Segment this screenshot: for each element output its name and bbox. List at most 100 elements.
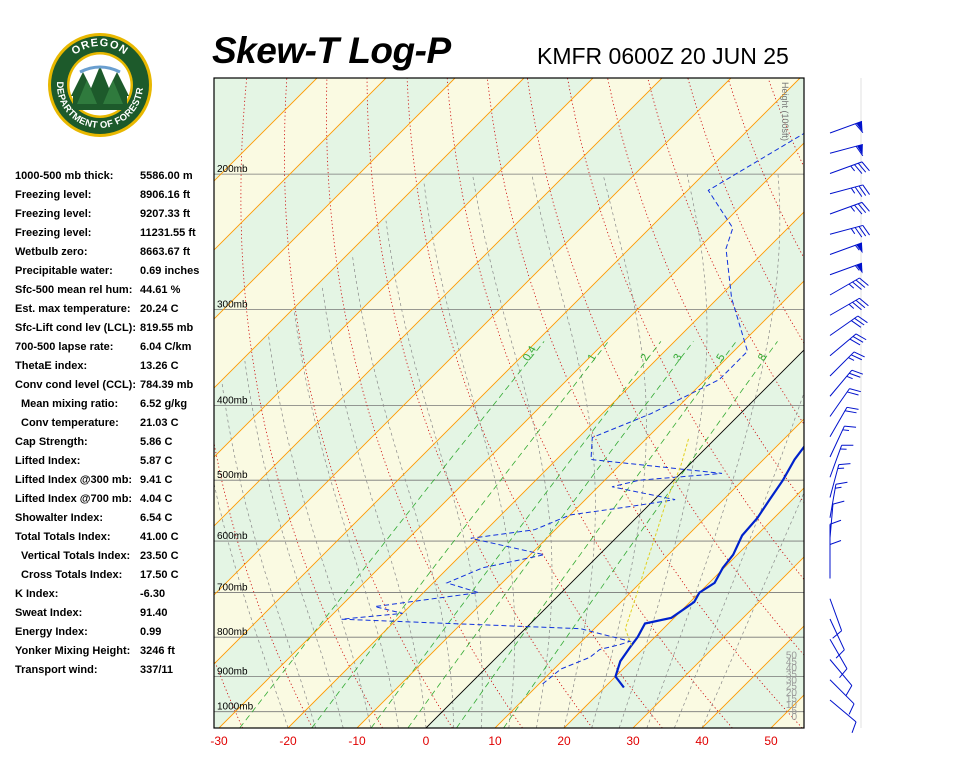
moist-adiabat-line (618, 174, 708, 728)
pressure-label: 600mb (217, 531, 248, 542)
dewpoint-line (341, 132, 804, 685)
index-value: 0.69 inches (140, 265, 200, 277)
index-row: Mean mixing ratio: 6.52 g/kg (15, 396, 210, 415)
wind-barb (829, 540, 842, 579)
x-tick-label: -30 (210, 734, 228, 748)
stability-indices-table: 1000-500 mb thick: 5586.00 m Freezing leve… (15, 168, 210, 681)
index-row: 700-500 lapse rate: 6.04 C/km (15, 339, 210, 358)
wind-barb (829, 463, 851, 498)
isotherm-line (494, 418, 804, 728)
index-row: Freezing level: 9207.33 ft (15, 206, 210, 225)
moist-adiabat-line (674, 391, 804, 728)
x-tick-label: -10 (348, 734, 366, 748)
index-row: Sfc-500 mean rel hum: 44.61 % (15, 282, 210, 301)
moist-adiabat-line (701, 491, 804, 728)
index-label: ThetaE index: (15, 360, 88, 372)
isotherm-line (840, 78, 960, 728)
pressure-label: 1000mb (217, 702, 254, 713)
station-time-label: KMFR 0600Z 20 JUN 25 (537, 43, 789, 69)
index-label: Freezing level: (15, 208, 92, 220)
index-value: 6.04 C/km (140, 341, 192, 353)
mixing-ratio-label: 1 (586, 352, 599, 363)
index-value: 44.61 % (140, 284, 181, 296)
index-label: Showalter Index: (15, 512, 104, 524)
index-label: Est. max temperature: (15, 303, 131, 315)
height-tick-label: 25 (786, 682, 798, 693)
index-row: Precipitable water: 0.69 inches (15, 263, 210, 282)
wind-barb (829, 388, 861, 417)
index-label: Sweat Index: (15, 607, 83, 619)
mixing-ratio-line (407, 341, 694, 728)
dry-adiabat-line (607, 78, 804, 504)
wind-barb (829, 143, 864, 157)
index-label: K Index: (15, 588, 59, 600)
index-label: Freezing level: (15, 227, 92, 239)
dry-adiabat-line (214, 657, 243, 728)
index-label: Transport wind: (15, 664, 98, 676)
height-tick-label: 40 (786, 663, 798, 674)
index-value: 784.39 mb (140, 379, 194, 391)
index-value: 9207.33 ft (140, 208, 191, 220)
height-tick-label: 35 (786, 669, 798, 680)
index-value: 8906.16 ft (140, 189, 191, 201)
index-value: 41.00 C (140, 531, 179, 543)
dry-adiabat-line (406, 78, 663, 728)
index-row: K Index: -6.30 (15, 586, 210, 605)
height-tick-label: 45 (786, 657, 798, 668)
index-row: Conv temperature: 21.03 C (15, 415, 210, 434)
wind-barb (829, 618, 845, 659)
isotherm-line (214, 78, 387, 251)
index-row: Cross Totals Index: 17.50 C (15, 567, 210, 586)
index-value: 5.86 C (140, 436, 173, 448)
wind-barb (829, 369, 864, 397)
pressure-label: 300mb (217, 300, 248, 311)
mixing-ratio-label: 8 (756, 352, 769, 363)
index-row: Vertical Totals Index: 23.50 C (15, 548, 210, 567)
index-value: 20.24 C (140, 303, 179, 315)
zero-isotherm-line (425, 349, 804, 728)
height-tick-label: 15 (786, 694, 798, 705)
index-value: 6.54 C (140, 512, 173, 524)
height-tick-label: 20 (786, 688, 798, 699)
pressure-label: 400mb (217, 396, 248, 407)
index-value: 0.99 (140, 626, 162, 638)
isotherm-line (563, 487, 804, 728)
mixing-ratio-line (503, 341, 778, 728)
index-value: 17.50 C (140, 569, 179, 581)
wind-barb (829, 699, 857, 734)
dry-adiabat-line (446, 78, 733, 728)
x-tick-label: 10 (488, 734, 502, 748)
isotherm-line (356, 280, 804, 728)
x-tick-label: 40 (695, 734, 709, 748)
index-row: Lifted Index @700 mb: 4.04 C (15, 491, 210, 510)
index-label: Sfc-Lift cond lev (LCL): (15, 322, 136, 334)
wind-barb (829, 242, 863, 255)
index-label: Total Totals Index: (15, 531, 111, 543)
index-row: Energy Index: 0.99 (15, 624, 210, 643)
isotherm-line (214, 78, 801, 665)
wind-barb (829, 481, 848, 518)
dry-adiabat-line (527, 78, 804, 656)
plot-frame (213, 77, 805, 729)
mixing-ratio-line (456, 341, 737, 728)
index-label: Cap Strength: (15, 436, 88, 448)
index-value: 5586.00 m (140, 170, 193, 182)
dry-adiabat-line (929, 78, 960, 728)
index-label: Mean mixing ratio: (21, 398, 119, 410)
temperature-line (614, 445, 804, 689)
index-row: Lifted Index: 5.87 C (15, 453, 210, 472)
mixing-ratio-line (370, 341, 662, 728)
moist-adiabat-line (531, 174, 596, 728)
dry-adiabat-line (283, 78, 453, 728)
wind-barb (829, 297, 869, 316)
index-label: Precipitable water: (15, 265, 113, 277)
index-label: Conv cond level (CCL): (15, 379, 137, 391)
index-row: Showalter Index: 6.54 C (15, 510, 210, 529)
wind-barb (829, 406, 859, 437)
index-value: 11231.55 ft (140, 227, 196, 239)
x-tick-label: 50 (764, 734, 778, 748)
index-value: 91.40 (140, 607, 168, 619)
dry-adiabat-line (888, 78, 960, 728)
moist-adiabat-line (591, 174, 647, 728)
